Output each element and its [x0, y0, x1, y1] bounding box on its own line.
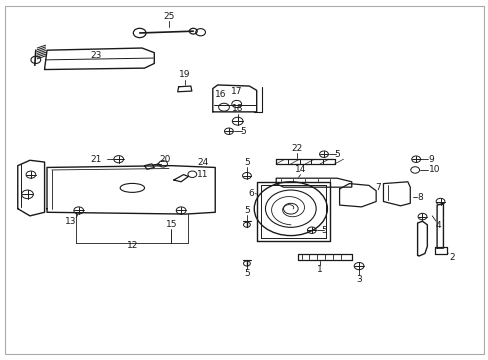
Text: 14: 14 — [294, 166, 305, 175]
Text: 16: 16 — [215, 90, 226, 99]
Text: 5: 5 — [240, 127, 245, 136]
Polygon shape — [177, 86, 191, 92]
Text: 19: 19 — [179, 71, 190, 80]
Text: 5: 5 — [333, 150, 339, 159]
Text: 12: 12 — [126, 241, 138, 250]
Polygon shape — [417, 221, 427, 256]
Polygon shape — [18, 160, 44, 216]
Text: 5: 5 — [244, 158, 249, 167]
Text: 10: 10 — [428, 166, 439, 175]
Text: 25: 25 — [163, 12, 174, 21]
Text: 13: 13 — [64, 217, 76, 226]
Text: 9: 9 — [428, 155, 434, 164]
Text: 7: 7 — [375, 183, 381, 192]
Polygon shape — [383, 182, 409, 206]
Text: 2: 2 — [448, 253, 454, 262]
Polygon shape — [298, 253, 351, 260]
Polygon shape — [44, 48, 154, 69]
Text: 4: 4 — [435, 221, 441, 230]
Text: 18: 18 — [231, 104, 243, 113]
Polygon shape — [339, 184, 375, 207]
Polygon shape — [212, 85, 256, 112]
Text: 5: 5 — [244, 206, 249, 215]
Text: 24: 24 — [197, 158, 208, 167]
Text: 22: 22 — [291, 144, 302, 153]
Polygon shape — [144, 164, 154, 169]
Text: 20: 20 — [160, 155, 171, 164]
Text: 3: 3 — [355, 275, 361, 284]
Text: 8: 8 — [417, 193, 423, 202]
Text: 15: 15 — [165, 220, 177, 229]
Polygon shape — [47, 166, 215, 214]
Text: 23: 23 — [90, 51, 101, 60]
Text: 21: 21 — [90, 155, 101, 164]
Polygon shape — [436, 203, 443, 248]
Polygon shape — [256, 182, 329, 241]
Text: 1: 1 — [317, 265, 322, 274]
Text: 11: 11 — [197, 170, 208, 179]
Text: 6: 6 — [247, 189, 253, 198]
Text: 17: 17 — [230, 86, 242, 95]
Polygon shape — [276, 178, 351, 187]
Text: 5: 5 — [321, 226, 327, 235]
Text: 5: 5 — [244, 269, 249, 278]
Polygon shape — [173, 175, 188, 182]
Polygon shape — [434, 247, 446, 253]
